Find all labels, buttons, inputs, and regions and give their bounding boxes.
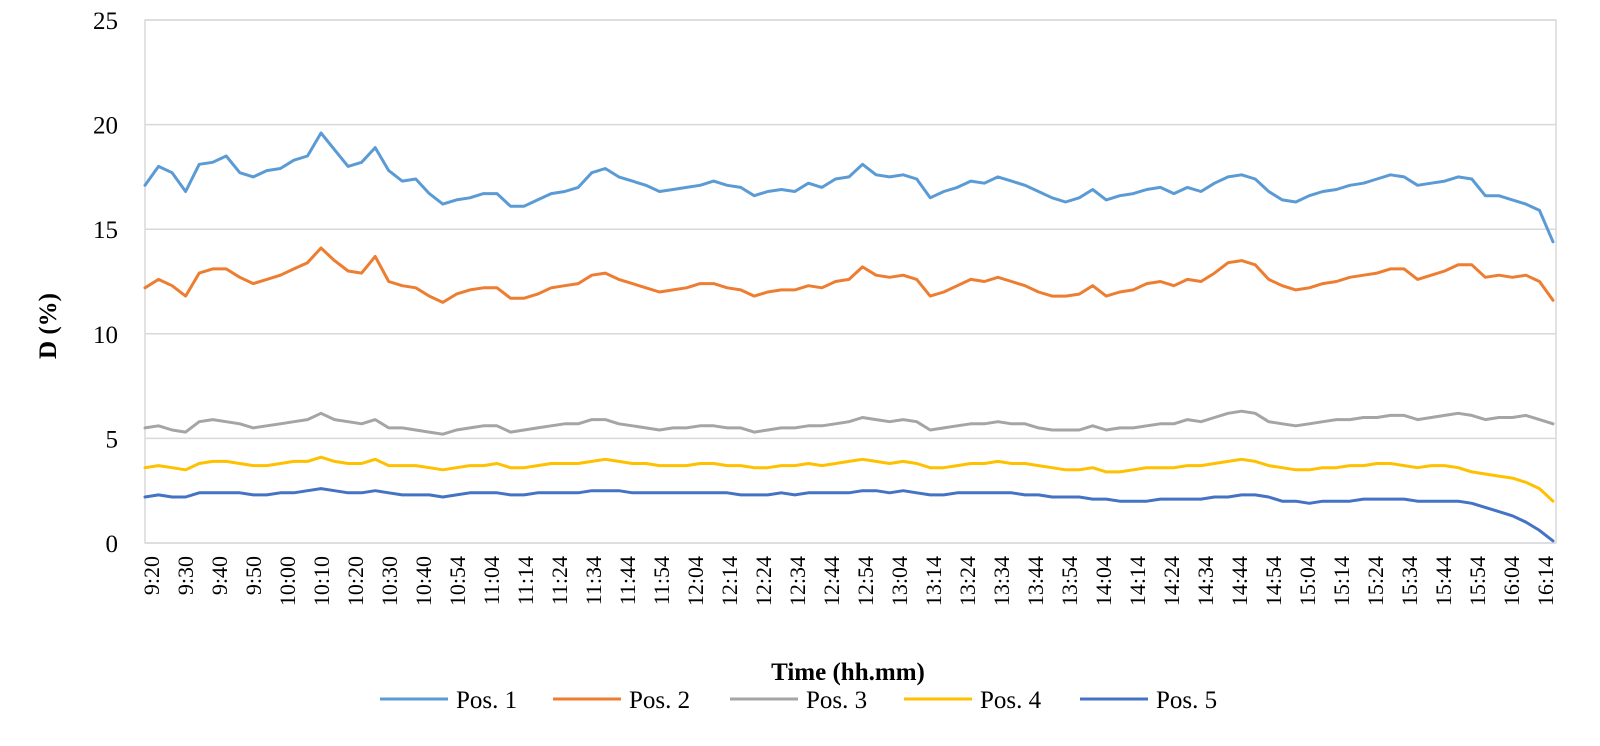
legend-label-2: Pos. 2 [629,687,690,714]
x-tick-label: 9:30 [173,556,198,595]
x-tick-label: 12:24 [751,556,776,606]
x-tick-label: 15:04 [1295,556,1320,606]
x-tick-label: 12:04 [683,556,708,606]
y-tick-label: 5 [106,426,119,453]
x-tick-label: 13:54 [1057,556,1082,606]
y-axis-ticks: 0 5 10 15 20 25 [93,8,118,558]
x-tick-label: 11:44 [615,556,640,605]
x-tick-label: 11:34 [581,556,606,605]
x-tick-label: 13:24 [955,556,980,606]
series-line-2 [143,246,1555,304]
x-tick-label: 14:34 [1193,556,1218,606]
x-tick-label: 12:54 [853,556,878,606]
y-tick-label: 25 [93,8,118,35]
x-tick-label: 14:24 [1159,556,1184,606]
x-tick-label: 15:34 [1397,556,1422,606]
x-axis-ticks: 9:20 9:30 9:40 9:50 10:00 10:10 10:20 10:30 10:4… [139,556,1558,606]
x-tick-label: 14:44 [1227,556,1252,606]
legend-label-5: Pos. 5 [1156,687,1217,714]
x-tick-label: 12:44 [819,556,844,606]
x-tick-label: 16:14 [1533,556,1558,606]
x-tick-label: 10:10 [309,556,334,606]
x-tick-label: 15:44 [1431,556,1456,606]
x-tick-label: 11:14 [513,556,538,605]
y-tick-label: 10 [93,322,118,349]
legend-label-1: Pos. 1 [456,687,517,714]
x-tick-label: 9:50 [241,556,266,595]
y-axis-label: D (%) [35,293,62,359]
x-tick-label: 13:04 [887,556,912,606]
legend-label-3: Pos. 3 [806,687,867,714]
x-tick-label: 13:34 [989,556,1014,606]
series-line-5 [143,487,1555,543]
x-tick-label: 10:40 [411,556,436,606]
x-tick-label: 12:34 [785,556,810,606]
x-tick-label: 9:40 [207,556,232,595]
series-lines [143,131,1555,543]
x-tick-label: 11:54 [649,556,674,605]
series-line-1 [143,131,1555,244]
x-tick-label: 15:24 [1363,556,1388,606]
x-tick-label: 16:04 [1499,556,1524,606]
series-line-3 [143,409,1555,436]
legend: Pos. 1 Pos. 2 Pos. 3 Pos. 4 Pos. 5 [380,687,1217,714]
x-tick-label: 11:04 [479,556,504,605]
x-tick-label: 15:54 [1465,556,1490,606]
x-tick-label: 11:24 [547,556,572,605]
x-tick-label: 13:44 [1023,556,1048,606]
y-tick-label: 20 [93,113,118,140]
series-line-4 [143,455,1555,503]
y-tick-label: 15 [93,217,118,244]
x-tick-label: 10:20 [343,556,368,606]
plot-area [144,19,1557,544]
legend-label-4: Pos. 4 [980,687,1042,714]
x-tick-label: 14:54 [1261,556,1286,606]
x-tick-label: 10:54 [445,556,470,606]
x-tick-label: 14:14 [1125,556,1150,606]
x-tick-label: 15:14 [1329,556,1354,606]
x-tick-label: 10:00 [275,556,300,606]
x-tick-label: 12:14 [717,556,742,606]
x-tick-label: 14:04 [1091,556,1116,606]
x-tick-label: 10:30 [377,556,402,606]
y-tick-label: 0 [106,531,119,558]
x-tick-label: 9:20 [139,556,164,595]
plot-border [144,19,1557,544]
x-tick-label: 13:14 [921,556,946,606]
x-axis-label: Time (hh.mm) [771,659,925,686]
